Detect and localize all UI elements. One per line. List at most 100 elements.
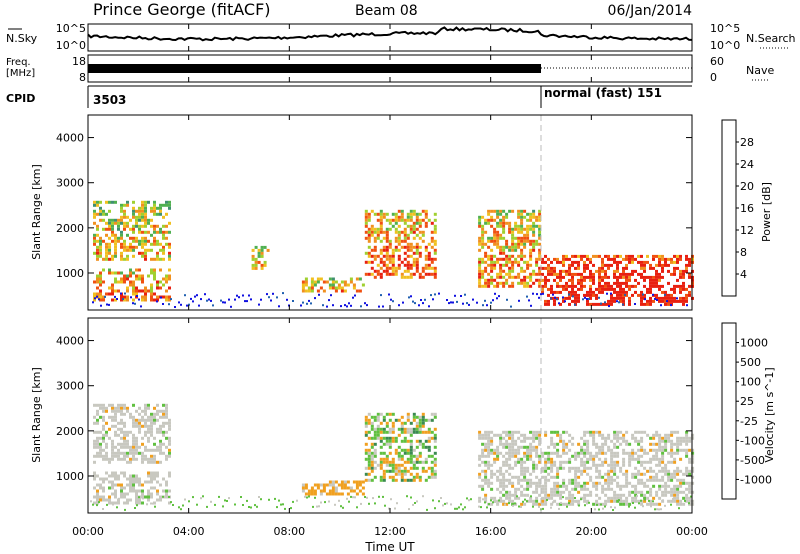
echo-cell bbox=[520, 239, 524, 243]
echo-cell bbox=[496, 499, 500, 503]
echo-cell bbox=[364, 418, 368, 422]
echo-cell bbox=[529, 272, 533, 276]
echo-cell bbox=[550, 493, 554, 497]
echo-cell bbox=[652, 496, 656, 500]
echo-cell bbox=[331, 286, 335, 290]
echo-cell bbox=[301, 486, 305, 490]
echo-cell bbox=[156, 224, 159, 228]
echo-cell bbox=[406, 448, 410, 452]
echo-cell bbox=[367, 436, 371, 440]
echo-cell bbox=[409, 451, 413, 455]
echo-cell bbox=[631, 257, 634, 261]
echo-cell bbox=[120, 430, 123, 434]
echo-cell bbox=[424, 254, 428, 258]
echo-cell bbox=[135, 286, 138, 290]
echo-cell bbox=[426, 508, 428, 511]
echo-cell bbox=[526, 451, 530, 455]
echo-cell bbox=[574, 254, 577, 258]
echo-cell bbox=[108, 286, 111, 290]
echo-cell bbox=[190, 297, 192, 300]
echo-cell bbox=[93, 501, 96, 505]
echo-cell bbox=[379, 430, 383, 434]
echo-cell bbox=[412, 454, 416, 458]
echo-cell bbox=[640, 472, 644, 476]
echo-cell bbox=[379, 260, 383, 264]
echo-cell bbox=[601, 448, 605, 452]
echo-cell bbox=[568, 266, 571, 270]
echo-cell bbox=[132, 283, 135, 287]
echo-cell bbox=[406, 427, 410, 431]
echo-cell bbox=[200, 298, 202, 301]
echo-cell bbox=[574, 290, 577, 294]
echo-cell bbox=[165, 421, 168, 425]
echo-cell bbox=[496, 260, 500, 264]
echo-cell bbox=[150, 418, 153, 422]
colorbar-tick-label: 4 bbox=[740, 268, 747, 281]
echo-cell bbox=[610, 439, 614, 443]
echo-cell bbox=[565, 254, 568, 258]
echo-cell bbox=[661, 445, 665, 449]
echo-cell bbox=[628, 278, 631, 282]
echo-cell bbox=[538, 502, 542, 506]
echo-cell bbox=[565, 430, 569, 434]
echo-cell bbox=[604, 481, 608, 485]
echo-cell bbox=[562, 478, 566, 482]
echo-cell bbox=[96, 442, 99, 446]
echo-cell bbox=[367, 233, 371, 237]
echo-cell bbox=[625, 257, 628, 261]
echo-cell bbox=[520, 484, 524, 488]
echo-cell bbox=[595, 302, 598, 306]
echo-cell bbox=[373, 230, 377, 234]
echo-cell bbox=[589, 284, 592, 288]
echo-cell bbox=[150, 218, 153, 222]
echo-cell bbox=[129, 283, 132, 287]
echo-cell bbox=[433, 475, 437, 479]
echo-cell bbox=[430, 475, 434, 479]
echo-cell bbox=[168, 298, 171, 302]
echo-cell bbox=[511, 442, 515, 446]
echo-cell bbox=[370, 436, 374, 440]
echo-cell bbox=[547, 466, 551, 470]
echo-cell bbox=[670, 475, 674, 479]
echo-cell bbox=[523, 493, 527, 497]
cpid-second-value: normal (fast) 151 bbox=[544, 86, 662, 100]
echo-cell bbox=[493, 460, 497, 464]
echo-cell bbox=[331, 492, 335, 496]
echo-cell bbox=[589, 272, 592, 276]
echo-cell bbox=[592, 502, 596, 506]
echo-cell bbox=[592, 293, 595, 297]
echo-cell bbox=[159, 206, 162, 210]
echo-cell bbox=[604, 301, 606, 304]
echo-cell bbox=[96, 445, 99, 449]
echo-cell bbox=[523, 242, 527, 246]
echo-cell bbox=[165, 280, 168, 284]
echo-cell bbox=[147, 439, 150, 443]
echo-cell bbox=[649, 466, 653, 470]
echo-cell bbox=[108, 501, 111, 505]
echo-cell bbox=[99, 283, 102, 287]
echo-cell bbox=[559, 436, 563, 440]
echo-cell bbox=[433, 269, 437, 273]
echo-cell bbox=[637, 442, 641, 446]
echo-cell bbox=[468, 303, 470, 306]
echo-cell bbox=[598, 463, 602, 467]
echo-cell bbox=[538, 278, 542, 282]
echo-cell bbox=[135, 424, 138, 428]
echo-cell bbox=[631, 260, 634, 264]
echo-cell bbox=[553, 460, 557, 464]
freq-label-line1: Freq. bbox=[6, 57, 31, 68]
colorbar-tick-label: 25 bbox=[740, 395, 754, 408]
echo-cell bbox=[388, 239, 392, 243]
echo-cell bbox=[508, 499, 512, 503]
echo-cell bbox=[427, 430, 431, 434]
echo-cell bbox=[123, 424, 126, 428]
echo-cell bbox=[284, 507, 286, 510]
echo-cell bbox=[120, 418, 123, 422]
echo-cell bbox=[586, 481, 590, 485]
echo-cell bbox=[577, 299, 580, 303]
freq-label-line2: [MHz] bbox=[6, 68, 35, 79]
echo-cell bbox=[114, 430, 117, 434]
echo-cell bbox=[528, 299, 530, 302]
echo-cell bbox=[679, 469, 683, 473]
echo-cell bbox=[484, 475, 488, 479]
